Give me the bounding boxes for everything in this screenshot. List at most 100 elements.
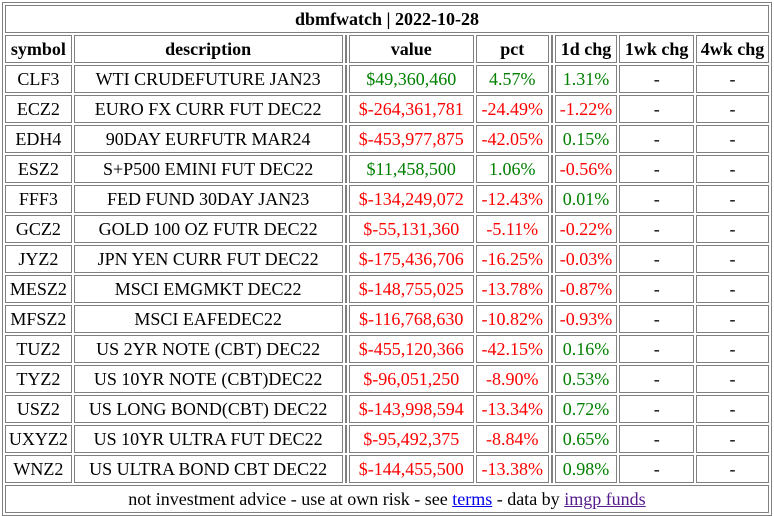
header-1d-chg: 1d chg — [554, 35, 618, 63]
chg-1d-cell: 0.15% — [554, 125, 618, 153]
value-cell: $-116,768,630 — [348, 305, 474, 333]
pct-cell: -13.34% — [475, 395, 549, 423]
chg-4wk-cell: - — [696, 365, 769, 393]
chg-1d-cell: -0.56% — [554, 155, 618, 183]
chg-4wk-cell: - — [696, 95, 769, 123]
column-divider — [550, 365, 553, 393]
value-cell: $-264,361,781 — [348, 95, 474, 123]
header-4wk-chg: 4wk chg — [696, 35, 769, 63]
column-divider — [550, 305, 553, 333]
symbol-cell: ESZ2 — [5, 155, 72, 183]
pct-cell: -8.90% — [475, 365, 549, 393]
value-cell: $-453,977,875 — [348, 125, 474, 153]
chg-4wk-cell: - — [696, 395, 769, 423]
footer-row: not investment advice - use at own risk … — [5, 485, 769, 513]
chg-1d-cell: -0.87% — [554, 275, 618, 303]
pct-cell: -10.82% — [475, 305, 549, 333]
description-cell: US ULTRA BOND CBT DEC22 — [73, 455, 343, 483]
table-row: USZ2 US LONG BOND(CBT) DEC22 $-143,998,594… — [5, 395, 769, 423]
table-row: MESZ2 MSCI EMGMKT DEC22 $-148,755,025 -13.7… — [5, 275, 769, 303]
imgp-funds-link[interactable]: imgp funds — [564, 489, 646, 509]
chg-4wk-cell: - — [696, 215, 769, 243]
table-body: CLF3 WTI CRUDEFUTURE JAN23 $49,360,460 4.57… — [5, 65, 769, 483]
column-divider — [344, 95, 347, 123]
symbol-cell: WNZ2 — [5, 455, 72, 483]
column-divider — [344, 125, 347, 153]
column-divider — [550, 245, 553, 273]
chg-4wk-cell: - — [696, 65, 769, 93]
description-cell: JPN YEN CURR FUT DEC22 — [73, 245, 343, 273]
value-cell: $-96,051,250 — [348, 365, 474, 393]
column-divider — [550, 35, 553, 63]
column-divider — [550, 425, 553, 453]
chg-4wk-cell: - — [696, 245, 769, 273]
chg-4wk-cell: - — [696, 155, 769, 183]
chg-4wk-cell: - — [696, 125, 769, 153]
pct-cell: -5.11% — [475, 215, 549, 243]
column-divider — [344, 35, 347, 63]
chg-1d-cell: -0.93% — [554, 305, 618, 333]
chg-1d-cell: -0.03% — [554, 245, 618, 273]
chg-1wk-cell: - — [619, 305, 695, 333]
value-cell: $-55,131,360 — [348, 215, 474, 243]
column-divider — [550, 95, 553, 123]
pct-cell: 4.57% — [475, 65, 549, 93]
chg-1wk-cell: - — [619, 155, 695, 183]
description-cell: US 10YR ULTRA FUT DEC22 — [73, 425, 343, 453]
header-value: value — [348, 35, 474, 63]
column-divider — [550, 395, 553, 423]
symbol-cell: FFF3 — [5, 185, 72, 213]
value-cell: $-455,120,366 — [348, 335, 474, 363]
chg-1d-cell: 0.01% — [554, 185, 618, 213]
value-cell: $-144,455,500 — [348, 455, 474, 483]
description-cell: US 10YR NOTE (CBT)DEC22 — [73, 365, 343, 393]
column-divider — [550, 155, 553, 183]
chg-1d-cell: 0.53% — [554, 365, 618, 393]
column-divider — [344, 275, 347, 303]
chg-1d-cell: -0.22% — [554, 215, 618, 243]
table-row: TUZ2 US 2YR NOTE (CBT) DEC22 $-455,120,366… — [5, 335, 769, 363]
column-divider — [344, 335, 347, 363]
chg-1wk-cell: - — [619, 335, 695, 363]
table-row: EDH4 90DAY EURFUTR MAR24 $-453,977,875 -42.… — [5, 125, 769, 153]
chg-4wk-cell: - — [696, 335, 769, 363]
value-cell: $11,458,500 — [348, 155, 474, 183]
header-symbol: symbol — [5, 35, 72, 63]
description-cell: MSCI EMGMKT DEC22 — [73, 275, 343, 303]
column-divider — [550, 275, 553, 303]
description-cell: MSCI EAFEDEC22 — [73, 305, 343, 333]
column-divider — [344, 185, 347, 213]
chg-1d-cell: 1.31% — [554, 65, 618, 93]
chg-1d-cell: -1.22% — [554, 95, 618, 123]
terms-link[interactable]: terms — [452, 489, 493, 509]
chg-4wk-cell: - — [696, 275, 769, 303]
column-divider — [344, 215, 347, 243]
table-row: MFSZ2 MSCI EAFEDEC22 $-116,768,630 -10.82% -… — [5, 305, 769, 333]
pct-cell: 1.06% — [475, 155, 549, 183]
symbol-cell: MFSZ2 — [5, 305, 72, 333]
table-row: WNZ2 US ULTRA BOND CBT DEC22 $-144,455,500… — [5, 455, 769, 483]
chg-1wk-cell: - — [619, 125, 695, 153]
disclaimer-footer: not investment advice - use at own risk … — [5, 485, 769, 513]
column-divider — [344, 245, 347, 273]
table-row: FFF3 FED FUND 30DAY JAN23 $-134,249,072 -12… — [5, 185, 769, 213]
table-row: ECZ2 EURO FX CURR FUT DEC22 $-264,361,781-… — [5, 95, 769, 123]
footer-middle-text: - data by — [492, 489, 565, 509]
symbol-cell: JYZ2 — [5, 245, 72, 273]
column-divider — [550, 335, 553, 363]
symbol-cell: CLF3 — [5, 65, 72, 93]
table-row: UXYZ2 US 10YR ULTRA FUT DEC22 $-95,492,375… — [5, 425, 769, 453]
description-cell: S+P500 EMINI FUT DEC22 — [73, 155, 343, 183]
chg-1d-cell: 0.98% — [554, 455, 618, 483]
column-divider — [550, 125, 553, 153]
symbol-cell: ECZ2 — [5, 95, 72, 123]
column-divider — [344, 155, 347, 183]
chg-1wk-cell: - — [619, 275, 695, 303]
pct-cell: -42.05% — [475, 125, 549, 153]
description-cell: GOLD 100 OZ FUTR DEC22 — [73, 215, 343, 243]
column-divider — [344, 65, 347, 93]
chg-1wk-cell: - — [619, 395, 695, 423]
table-row: GCZ2 GOLD 100 OZ FUTR DEC22 $-55,131,360 -5… — [5, 215, 769, 243]
table-row: ESZ2 S+P500 EMINI FUT DEC22 $11,458,500 1.0… — [5, 155, 769, 183]
page-title: dbmfwatch | 2022-10-28 — [5, 5, 769, 33]
